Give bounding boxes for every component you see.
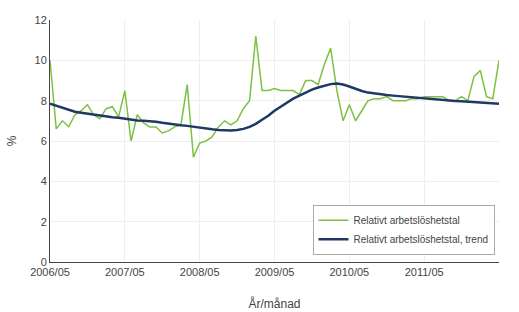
svg-text:2008/05: 2008/05 <box>180 266 220 278</box>
svg-text:12: 12 <box>35 14 47 26</box>
svg-text:%: % <box>5 135 19 146</box>
svg-text:Relativt arbetslöshetstal, tre: Relativt arbetslöshetstal, trend <box>354 234 489 245</box>
svg-text:6: 6 <box>41 135 47 147</box>
svg-text:2007/05: 2007/05 <box>105 266 145 278</box>
svg-text:2006/05: 2006/05 <box>30 266 70 278</box>
svg-text:2011/05: 2011/05 <box>405 266 444 278</box>
svg-text:2: 2 <box>41 216 47 228</box>
svg-text:4: 4 <box>41 175 47 187</box>
svg-text:2010/05: 2010/05 <box>329 266 369 278</box>
svg-text:8: 8 <box>41 95 47 107</box>
svg-text:Relativt arbetslöshetstal: Relativt arbetslöshetstal <box>354 215 460 226</box>
svg-text:0: 0 <box>41 256 47 268</box>
svg-text:År/månad: År/månad <box>248 296 300 311</box>
svg-text:10: 10 <box>35 54 47 66</box>
svg-text:2009/05: 2009/05 <box>255 266 295 278</box>
